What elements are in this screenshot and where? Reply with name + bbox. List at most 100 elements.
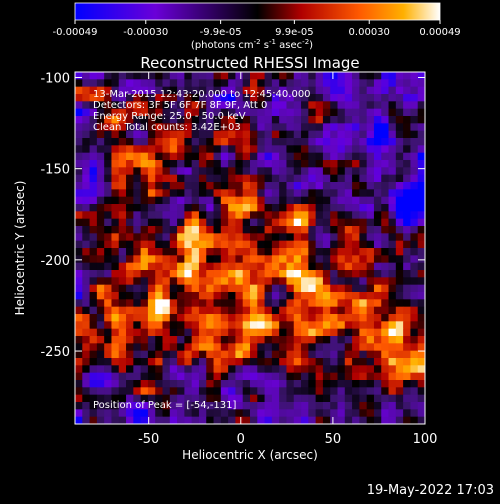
heatmap-cell: [322, 211, 331, 220]
heatmap-cell: [228, 387, 236, 396]
heatmap-cell: [162, 284, 171, 293]
heatmap-cell: [184, 108, 193, 117]
heatmap-cell: [104, 299, 112, 308]
heatmap-cell: [82, 116, 90, 124]
heatmap-cell: [96, 248, 105, 256]
heatmap-cell: [140, 394, 149, 403]
heatmap-cell: [104, 292, 112, 300]
heatmap-cell: [198, 380, 207, 388]
heatmap-cell: [279, 402, 287, 410]
heatmap-cell: [410, 196, 419, 205]
heatmap-cell: [344, 336, 353, 344]
heatmap-cell: [395, 380, 404, 388]
heatmap-cell: [366, 314, 375, 322]
heatmap-cell: [337, 365, 346, 374]
heatmap-cell: [184, 343, 193, 352]
heatmap-cell: [75, 270, 83, 278]
heatmap-cell: [417, 416, 425, 424]
heatmap-cell: [147, 182, 156, 190]
heatmap-cell: [235, 387, 244, 396]
heatmap-cell: [279, 94, 287, 102]
heatmap-cell: [82, 365, 90, 374]
heatmap-cell: [82, 138, 90, 146]
heatmap-cell: [395, 350, 404, 359]
heatmap-cell: [89, 402, 98, 410]
heatmap-cell: [403, 270, 411, 278]
heatmap-cell: [169, 196, 178, 205]
colorbar-tick-label: -9.9e-05: [200, 27, 242, 38]
heatmap-cell: [242, 292, 251, 300]
heatmap-cell: [169, 299, 178, 308]
heatmap-cell: [388, 336, 397, 344]
heatmap-cell: [177, 409, 185, 418]
heatmap-cell: [381, 218, 389, 227]
heatmap-cell: [264, 416, 273, 424]
heatmap-cell: [104, 270, 112, 278]
heatmap-cell: [133, 409, 142, 418]
heatmap-cell: [322, 130, 331, 139]
heatmap-cell: [242, 248, 251, 256]
heatmap-cell: [403, 101, 411, 110]
heatmap-cell: [293, 372, 302, 381]
heatmap-cell: [82, 204, 90, 212]
heatmap-cell: [126, 321, 134, 330]
heatmap-cell: [279, 358, 287, 366]
heatmap-cell: [373, 270, 382, 278]
heatmap-cell: [271, 277, 280, 286]
heatmap-cell: [206, 152, 214, 161]
heatmap-cell: [220, 226, 229, 234]
heatmap-cell: [89, 86, 98, 95]
chart-title: Reconstructed RHESSI Image: [140, 54, 359, 72]
heatmap-cell: [271, 204, 280, 212]
heatmap-cell: [308, 145, 317, 154]
heatmap-cell: [220, 94, 229, 102]
heatmap-cell: [344, 130, 353, 139]
heatmap-cell: [293, 350, 302, 359]
heatmap-cell: [250, 101, 258, 110]
heatmap-cell: [184, 167, 193, 176]
heatmap-cell: [359, 372, 368, 381]
heatmap-cell: [133, 189, 142, 198]
heatmap-cell: [126, 189, 134, 198]
heatmap-cell: [344, 196, 353, 205]
heatmap-cell: [293, 248, 302, 256]
heatmap-cell: [264, 336, 273, 344]
heatmap-cell: [366, 358, 375, 366]
heatmap-cell: [242, 306, 251, 315]
heatmap-cell: [417, 204, 425, 212]
heatmap-cell: [96, 328, 105, 337]
heatmap-cell: [96, 182, 105, 190]
heatmap-cell: [381, 387, 389, 396]
heatmap-cell: [191, 226, 200, 234]
heatmap-cell: [104, 248, 112, 256]
heatmap-cell: [301, 387, 309, 396]
heatmap-cell: [126, 211, 134, 220]
heatmap-cell: [271, 350, 280, 359]
heatmap-cell: [126, 116, 134, 124]
heatmap-cell: [140, 116, 149, 124]
heatmap-cell: [395, 343, 404, 352]
heatmap-cell: [133, 380, 142, 388]
heatmap-cell: [315, 402, 324, 410]
heatmap-cell: [315, 130, 324, 139]
heatmap-cell: [235, 196, 244, 205]
heatmap-cell: [308, 292, 317, 300]
heatmap-cell: [352, 262, 360, 271]
heatmap-cell: [96, 277, 105, 286]
heatmap-cell: [293, 277, 302, 286]
heatmap-cell: [344, 72, 353, 80]
heatmap-cell: [264, 174, 273, 183]
heatmap-cell: [388, 182, 397, 190]
heatmap-cell: [410, 108, 419, 117]
heatmap-cell: [337, 160, 346, 168]
heatmap-cell: [96, 152, 105, 161]
heatmap-cell: [213, 86, 222, 95]
heatmap-cell: [177, 292, 185, 300]
heatmap-cell: [315, 152, 324, 161]
heatmap-cell: [169, 314, 178, 322]
heatmap-cell: [169, 79, 178, 88]
heatmap-cell: [228, 306, 236, 315]
heatmap-cell: [352, 108, 360, 117]
heatmap-cell: [271, 72, 280, 80]
